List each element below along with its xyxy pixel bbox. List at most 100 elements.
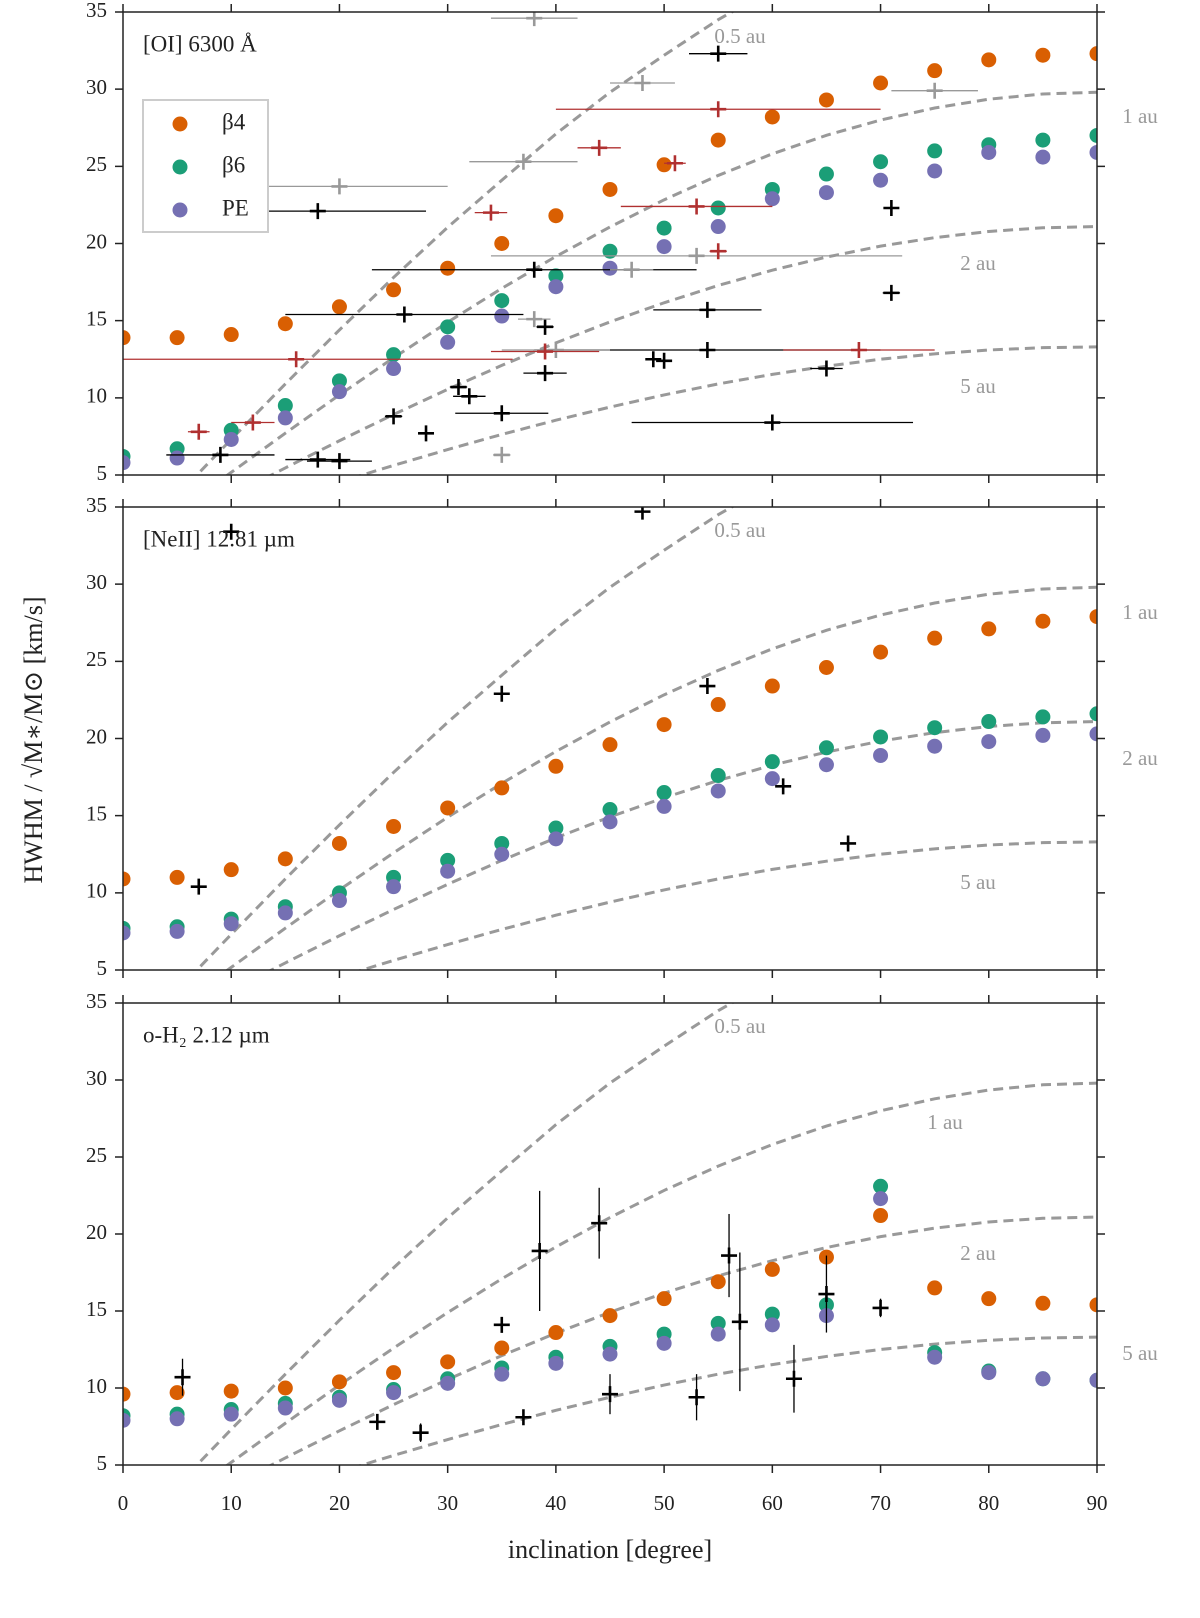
model-point <box>981 734 997 750</box>
model-point <box>927 143 943 159</box>
y-tick-label: 25 <box>86 647 107 671</box>
model-point <box>818 757 834 773</box>
model-point <box>710 200 726 216</box>
model-point <box>710 1326 726 1342</box>
x-tick-label: 70 <box>870 1491 891 1515</box>
observation-point <box>818 1286 835 1303</box>
model-point <box>169 1411 185 1427</box>
observation-point <box>309 203 326 220</box>
panel-title: [OI] 6300 Å <box>143 31 257 56</box>
model-curve <box>194 1003 735 1465</box>
curve-label: 1 au <box>927 1110 963 1134</box>
model-point <box>277 410 293 426</box>
observation-point <box>412 1424 429 1441</box>
observation-point <box>883 284 900 301</box>
observation-point <box>926 82 943 99</box>
model-point <box>764 109 780 125</box>
model-point <box>277 1400 293 1416</box>
y-tick-label: 35 <box>86 989 107 1013</box>
observation-point <box>666 155 683 172</box>
model-point <box>386 879 402 895</box>
x-tick-label: 20 <box>329 1491 350 1515</box>
observation-point <box>850 341 867 358</box>
legend: β4 β6 PE <box>142 99 269 233</box>
model-point <box>386 818 402 834</box>
x-tick-label: 0 <box>118 1491 129 1515</box>
observation-point <box>688 198 705 215</box>
model-point <box>873 1208 889 1224</box>
observation-point <box>531 1242 548 1259</box>
model-point <box>602 801 618 817</box>
observation-point <box>309 451 326 468</box>
observation-point <box>396 306 413 323</box>
observation-point <box>818 360 835 377</box>
model-curve <box>268 225 1097 475</box>
observation-point <box>537 365 554 382</box>
model-point <box>818 740 834 756</box>
model-point <box>710 768 726 784</box>
model-point <box>1035 613 1051 629</box>
legend-marker <box>172 116 188 132</box>
model-point <box>710 697 726 713</box>
observation-point <box>174 1369 191 1386</box>
model-point <box>169 869 185 885</box>
model-point <box>223 916 239 932</box>
model-point <box>169 1385 185 1401</box>
model-point <box>277 851 293 867</box>
x-tick-label: 40 <box>545 1491 566 1515</box>
plot-area <box>123 507 1097 970</box>
legend-label: β4 <box>222 109 246 134</box>
model-point <box>494 780 510 796</box>
curve-label: 1 au <box>1122 104 1158 128</box>
model-point <box>223 1406 239 1422</box>
observation-point <box>537 318 554 335</box>
observation-point <box>872 1299 889 1316</box>
curve-label: 2 au <box>1122 746 1158 770</box>
curve-label: 0.5 au <box>714 24 766 48</box>
model-point <box>927 630 943 646</box>
model-point <box>169 330 185 346</box>
observation-point <box>461 388 478 405</box>
model-point <box>494 293 510 309</box>
observation-point <box>369 1413 386 1430</box>
model-curve <box>194 507 735 970</box>
model-point <box>873 1191 889 1207</box>
legend-marker <box>172 202 188 218</box>
model-point <box>981 1291 997 1307</box>
observation-point <box>634 74 651 91</box>
curve-label: 5 au <box>960 374 996 398</box>
model-point <box>548 758 564 774</box>
model-point <box>602 260 618 276</box>
model-point <box>764 191 780 207</box>
observation-point <box>591 1215 608 1232</box>
plot-area <box>123 12 1097 475</box>
observation-point <box>764 414 781 431</box>
observation-point <box>840 835 857 852</box>
y-tick-label: 5 <box>97 1451 108 1475</box>
model-point <box>873 1178 889 1194</box>
model-point <box>656 157 672 173</box>
model-point <box>277 905 293 921</box>
model-point <box>818 660 834 676</box>
model-point <box>873 75 889 91</box>
model-point <box>440 1354 456 1370</box>
panel-title: [NeII] 12.81 µm <box>143 526 295 551</box>
model-point <box>1089 46 1097 62</box>
model-point <box>710 219 726 235</box>
observation-point <box>699 301 716 318</box>
model-curve <box>194 12 735 475</box>
curve-label: 5 au <box>960 870 996 894</box>
model-curve <box>225 585 1097 970</box>
model-point <box>1035 709 1051 725</box>
model-point <box>1089 1297 1097 1313</box>
legend-label: PE <box>222 195 249 220</box>
model-point <box>331 1392 347 1408</box>
observation-point <box>482 204 499 221</box>
observation-point <box>385 408 402 425</box>
model-point <box>1089 706 1097 722</box>
model-curve <box>225 90 1097 475</box>
observation-point <box>731 1313 748 1330</box>
observation-point <box>515 1409 532 1426</box>
y-tick-label: 15 <box>86 1297 107 1321</box>
